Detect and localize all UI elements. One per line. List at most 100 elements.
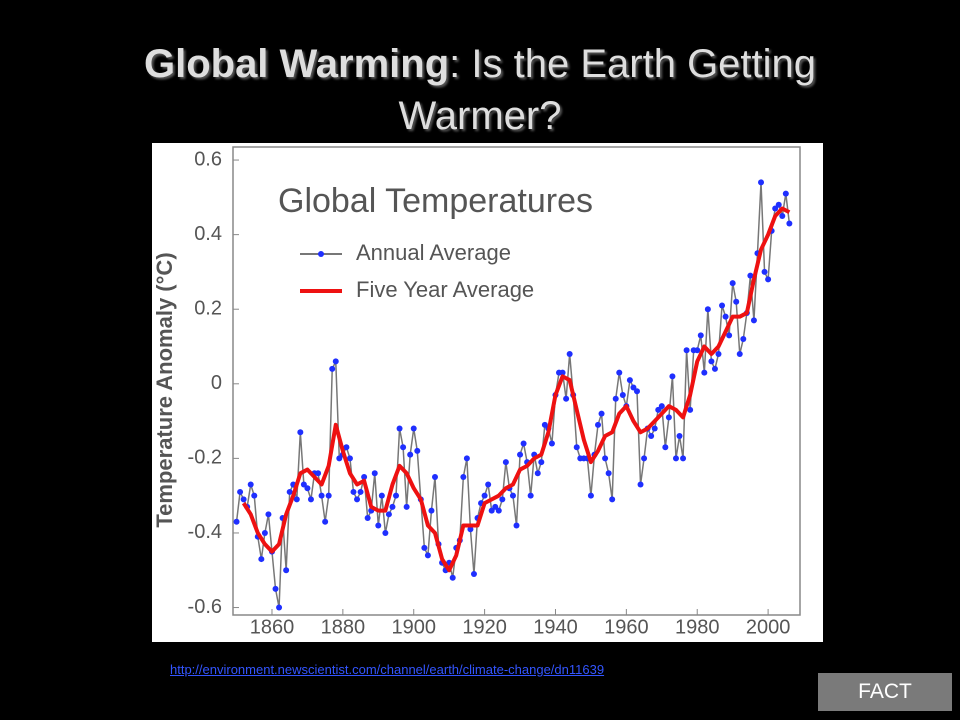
fact-button[interactable]: FACT	[818, 673, 952, 711]
data-point	[669, 373, 676, 380]
data-point	[332, 358, 339, 365]
data-point	[736, 350, 743, 357]
data-point	[697, 332, 704, 339]
x-tick-label: 1940	[533, 616, 578, 638]
data-point	[485, 481, 492, 488]
data-point	[488, 507, 495, 514]
data-point	[467, 526, 474, 533]
data-point	[346, 455, 353, 462]
data-point	[616, 369, 623, 376]
data-point	[265, 511, 272, 518]
data-point	[587, 492, 594, 499]
data-point	[779, 212, 786, 219]
data-point	[658, 403, 665, 410]
data-point	[513, 522, 520, 529]
legend-marker	[318, 251, 324, 257]
data-point	[683, 347, 690, 354]
data-point	[460, 474, 467, 481]
x-tick-label: 1900	[391, 616, 436, 638]
y-tick-label: -0.6	[188, 596, 222, 618]
data-point	[499, 496, 506, 503]
data-point	[559, 369, 566, 376]
data-point	[626, 377, 633, 384]
data-point	[389, 503, 396, 510]
y-axis-label: Temperature Anomaly (°C)	[152, 252, 177, 527]
data-point	[740, 336, 747, 343]
data-point	[251, 492, 258, 499]
data-point	[502, 459, 509, 466]
data-point	[687, 406, 694, 413]
data-point	[428, 507, 435, 514]
data-point	[304, 485, 311, 492]
data-point	[400, 444, 407, 451]
data-point	[641, 455, 648, 462]
data-point	[283, 567, 290, 574]
data-point	[463, 455, 470, 462]
data-point	[272, 585, 279, 592]
data-point	[715, 350, 722, 357]
data-point	[637, 481, 644, 488]
data-point	[605, 470, 612, 477]
data-point	[630, 384, 637, 391]
data-point	[424, 552, 431, 559]
title-bold: Global Warming	[143, 42, 450, 86]
y-tick-label: 0.6	[194, 148, 222, 170]
data-point	[598, 410, 605, 417]
x-tick-label: 1880	[321, 616, 366, 638]
data-point	[240, 496, 247, 503]
data-point	[520, 440, 527, 447]
plot-frame	[232, 146, 801, 616]
data-point	[786, 220, 793, 227]
data-point	[421, 544, 428, 551]
data-point	[410, 425, 417, 432]
data-point	[492, 503, 499, 510]
data-point	[566, 350, 573, 357]
data-point	[704, 306, 711, 313]
y-tick-label: 0.2	[194, 297, 222, 319]
data-point	[541, 421, 548, 428]
data-point	[680, 455, 687, 462]
series-line	[241, 206, 791, 573]
data-point	[711, 365, 718, 372]
data-point	[261, 529, 268, 536]
data-point	[276, 604, 283, 611]
data-point	[385, 511, 392, 518]
data-point	[361, 474, 368, 481]
data-point	[329, 365, 336, 372]
data-point	[648, 433, 655, 440]
data-point	[719, 302, 726, 309]
data-point	[407, 451, 414, 458]
y-tick-label: 0	[211, 372, 222, 394]
data-point	[694, 347, 701, 354]
data-point	[534, 470, 541, 477]
data-point	[772, 205, 779, 212]
data-point	[538, 459, 545, 466]
data-point	[258, 556, 265, 563]
data-point	[722, 313, 729, 320]
data-point	[651, 425, 658, 432]
data-point	[350, 488, 357, 495]
data-point	[548, 440, 555, 447]
data-point	[775, 201, 782, 208]
y-tick-label: -0.2	[188, 447, 222, 469]
data-point	[470, 570, 477, 577]
data-point	[318, 492, 325, 499]
x-tick-label: 1920	[462, 616, 507, 638]
data-point	[676, 433, 683, 440]
data-point	[708, 358, 715, 365]
x-tick-label: 1860	[250, 616, 295, 638]
source-link[interactable]: http://environment.newscientist.com/chan…	[170, 662, 605, 677]
data-point	[750, 317, 757, 324]
data-point	[655, 406, 662, 413]
data-point	[293, 496, 300, 503]
data-point	[375, 522, 382, 529]
data-point	[602, 455, 609, 462]
data-point	[325, 492, 332, 499]
data-point	[247, 481, 254, 488]
data-point	[495, 507, 502, 514]
data-point	[758, 179, 765, 186]
data-point	[237, 488, 244, 495]
y-tick-label: -0.4	[188, 521, 222, 543]
